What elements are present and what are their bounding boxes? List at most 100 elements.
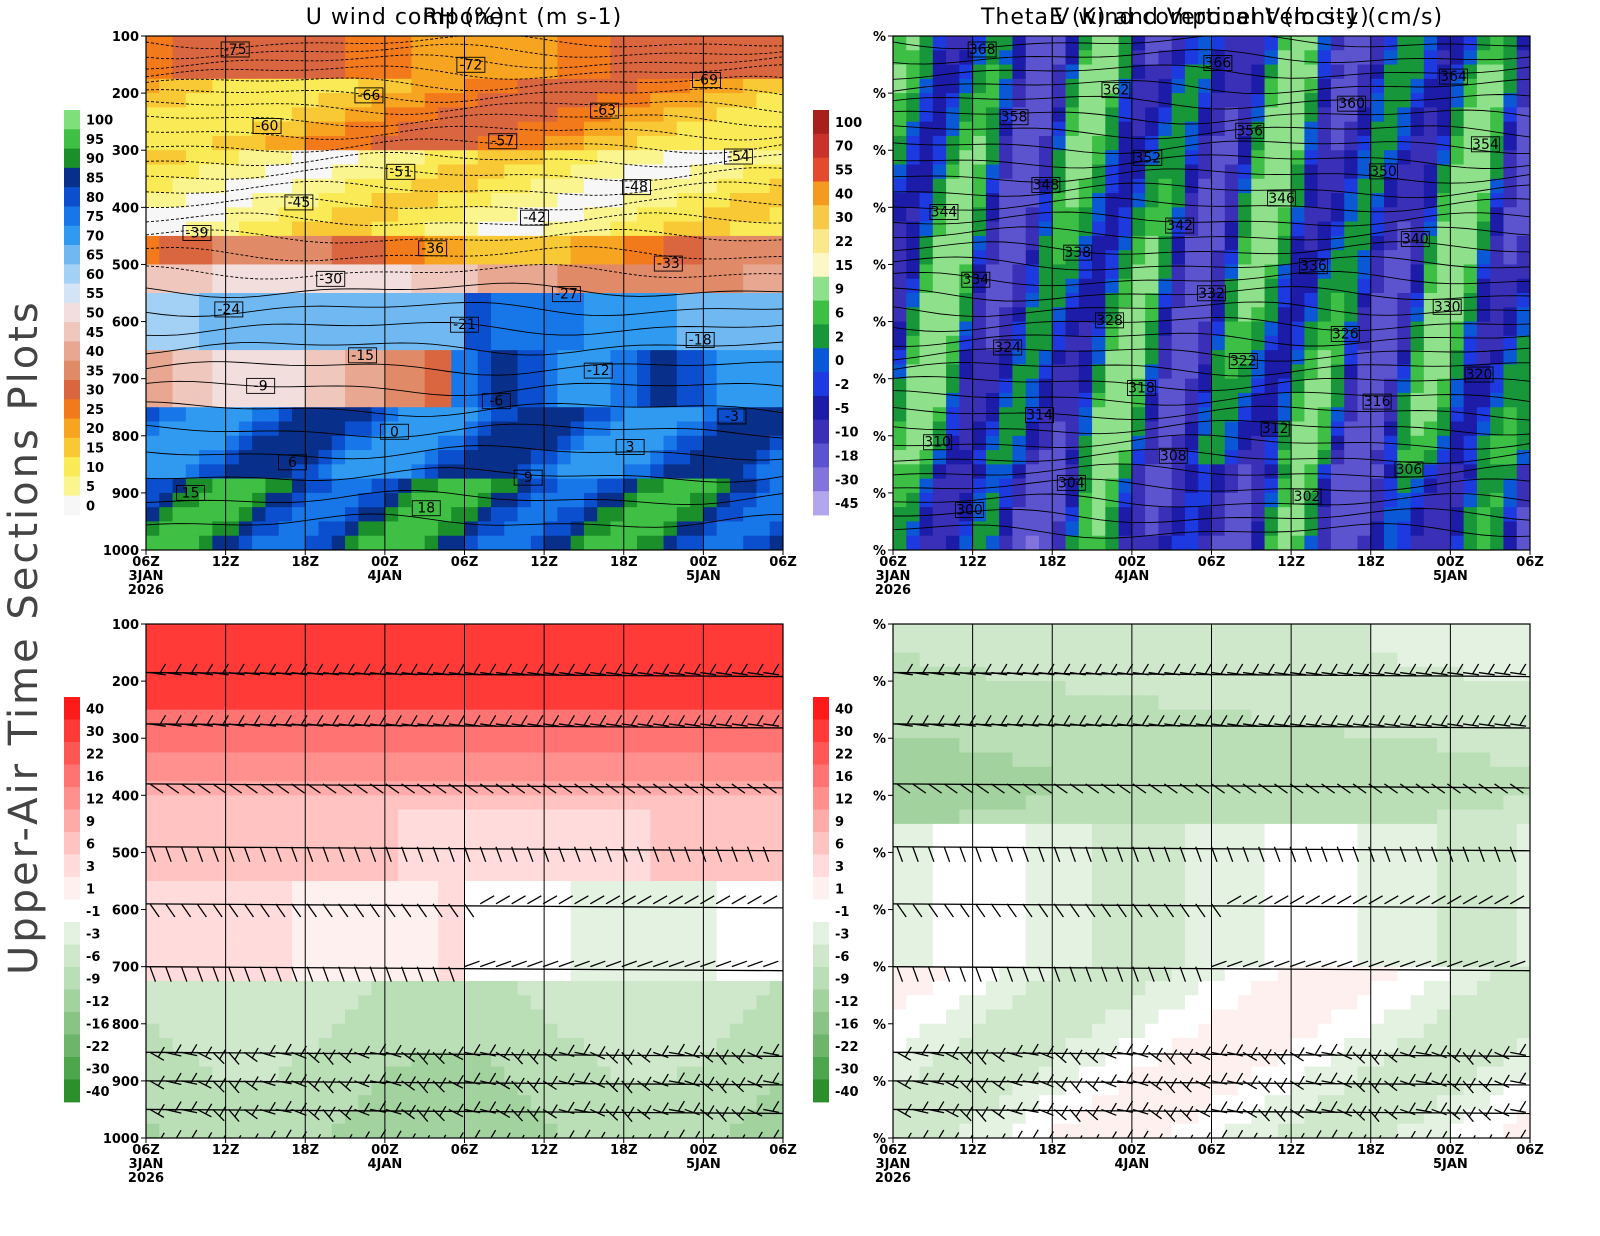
heatmap-cell <box>972 135 987 151</box>
heatmap-cell <box>265 652 280 668</box>
heatmap-cell <box>358 378 373 394</box>
heatmap-cell <box>932 135 947 151</box>
heatmap-cell <box>504 795 519 811</box>
heatmap-cell <box>411 78 426 94</box>
heatmap-cell <box>919 450 934 465</box>
heatmap-cell <box>371 1095 386 1111</box>
heatmap-cell <box>583 335 598 351</box>
heatmap-cell <box>972 407 987 423</box>
heatmap-cell <box>424 781 439 796</box>
heatmap-cell <box>1105 350 1120 365</box>
heatmap-cell <box>477 866 492 882</box>
heatmap-cell <box>225 995 240 1011</box>
heatmap-cell <box>703 107 718 123</box>
heatmap-cell <box>623 407 638 423</box>
heatmap-cell <box>331 235 346 251</box>
heatmap-cell <box>1277 407 1292 423</box>
heatmap-cell <box>424 1066 439 1082</box>
heatmap-cell <box>985 478 1000 494</box>
heatmap-cell <box>1516 250 1530 266</box>
heatmap-cell <box>1516 121 1530 137</box>
heatmap-cell <box>557 150 572 166</box>
heatmap-cell <box>932 335 947 351</box>
heatmap-cell <box>331 1080 346 1096</box>
heatmap-cell <box>557 36 572 51</box>
heatmap-cell <box>331 307 346 323</box>
contour-label: 354 <box>1472 137 1499 153</box>
heatmap-cell <box>517 178 532 194</box>
heatmap-cell <box>318 638 333 654</box>
heatmap-cell <box>676 193 691 208</box>
heatmap-cell <box>1025 321 1040 337</box>
heatmap-cell <box>919 50 934 66</box>
heatmap-cell <box>650 507 665 523</box>
heatmap-cell <box>185 881 200 896</box>
heatmap-cell <box>1238 521 1252 537</box>
heatmap-cell <box>1277 535 1292 550</box>
heatmap-cell <box>278 766 293 782</box>
heatmap-cell <box>1251 178 1266 194</box>
heatmap-cell <box>212 36 227 51</box>
heatmap-cell <box>1078 78 1093 94</box>
heatmap-cell <box>1105 478 1120 494</box>
heatmap-cell <box>1291 421 1305 437</box>
heatmap-cell <box>345 1080 359 1096</box>
heatmap-cell <box>398 966 413 982</box>
heatmap-cell <box>1038 450 1053 465</box>
heatmap-cell <box>477 980 492 996</box>
heatmap-cell <box>1118 535 1133 550</box>
heatmap-cell <box>1224 378 1239 394</box>
heatmap-cell <box>1357 350 1372 365</box>
heatmap-cell <box>1131 364 1146 380</box>
heatmap-cell <box>477 392 492 408</box>
heatmap-cell <box>1078 364 1093 380</box>
colorbar-label: 100 <box>835 116 862 131</box>
heatmap-cell <box>1171 535 1186 550</box>
heatmap-cell <box>305 335 320 351</box>
heatmap-cell <box>371 1009 386 1025</box>
time-gridlines <box>225 36 704 550</box>
heatmap-cell <box>906 492 921 508</box>
heatmap-cell <box>437 150 452 166</box>
heatmap-cell <box>146 378 160 394</box>
heatmap-cell <box>1384 36 1398 51</box>
heatmap-cell <box>906 221 921 237</box>
heatmap-cell <box>1463 93 1478 108</box>
heatmap-cell <box>331 178 346 194</box>
contour-line <box>146 196 783 211</box>
heatmap-cell <box>398 64 413 80</box>
heatmap-cell <box>185 995 200 1011</box>
heatmap-cell <box>517 193 532 208</box>
heatmap-cell <box>199 293 213 308</box>
heatmap-cell <box>1038 293 1053 308</box>
heatmap-cell <box>1238 221 1252 237</box>
heatmap-cell <box>384 752 399 768</box>
heatmap-cell <box>530 1066 545 1082</box>
heatmap-cell <box>985 521 1000 537</box>
heatmap-cell <box>1251 421 1266 437</box>
heatmap-cell <box>919 221 934 237</box>
heatmap-cell <box>1384 521 1398 537</box>
heatmap-cell <box>703 235 718 251</box>
heatmap-cell <box>199 364 213 380</box>
heatmap-cell <box>893 50 907 66</box>
heatmap-cell <box>1423 121 1438 137</box>
heatmap-cell <box>1078 407 1093 423</box>
x-tick-label: 06Z <box>132 555 160 570</box>
heatmap-cell <box>1171 121 1186 137</box>
heatmap-cell <box>1437 278 1451 294</box>
heatmap-cell <box>1291 207 1305 223</box>
heatmap-cell <box>384 1023 399 1039</box>
heatmap-cell <box>172 535 187 550</box>
heatmap-cell <box>1463 235 1478 251</box>
heatmap-cell <box>676 350 691 365</box>
heatmap-cell <box>477 781 492 796</box>
heatmap-cell <box>172 93 187 108</box>
heatmap-cell <box>1025 107 1040 123</box>
contour-label: -18 <box>689 333 712 349</box>
heatmap-cell <box>318 178 333 194</box>
heatmap-cell <box>1224 235 1239 251</box>
heatmap-cell <box>530 823 545 839</box>
contour-label: -15 <box>351 348 374 364</box>
heatmap-cell <box>1304 121 1319 137</box>
